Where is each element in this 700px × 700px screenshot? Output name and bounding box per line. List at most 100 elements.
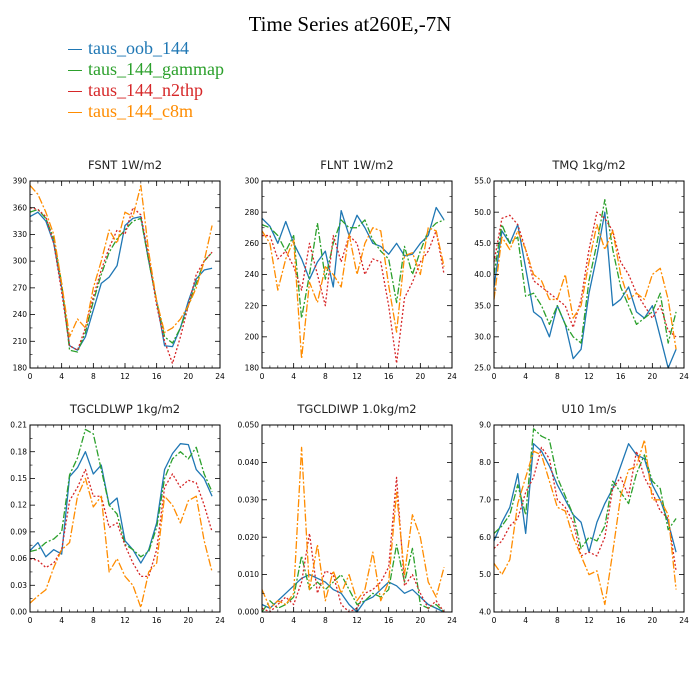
legend-item: taus_144_n2thp xyxy=(68,80,224,101)
x-tick-label: 12 xyxy=(352,616,362,625)
legend-label: taus_144_gammap xyxy=(88,59,224,79)
y-tick-label: 0.020 xyxy=(238,533,260,542)
x-tick-label: 4 xyxy=(59,372,64,381)
series-line xyxy=(493,223,677,350)
series-line xyxy=(261,476,445,613)
x-tick-label: 0 xyxy=(260,616,265,625)
series-line xyxy=(29,208,213,353)
legend-swatch xyxy=(68,91,82,93)
y-tick-label: 0.03 xyxy=(10,581,27,590)
x-tick-label: 12 xyxy=(120,616,130,625)
legend-item: taus_144_gammap xyxy=(68,59,224,80)
y-tick-label: 0.00 xyxy=(10,608,27,617)
panel-title: FSNT 1W/m2 xyxy=(88,158,162,172)
x-tick-label: 24 xyxy=(679,372,689,381)
x-tick-label: 12 xyxy=(120,372,130,381)
chart-panel: FSNT 1W/m2 0 4 8 12 16 20 24 180 210 240 270 300 330 3… xyxy=(13,158,225,381)
series-line xyxy=(29,207,213,365)
series-line xyxy=(493,211,677,338)
series-line xyxy=(261,573,445,613)
chart-title: Time Series at260E,-7N xyxy=(248,12,452,36)
y-tick-label: 300 xyxy=(245,177,260,186)
plot-frame xyxy=(261,424,453,613)
plot-frame xyxy=(261,180,453,369)
y-tick-label: 280 xyxy=(245,208,260,217)
series-line xyxy=(493,211,677,369)
chart-panel: TGCLDIWP 1.0kg/m2 0 4 8 12 16 20 24 0.000 0.010 0.… xyxy=(238,402,457,625)
series-line xyxy=(493,443,677,553)
legend-label: taus_144_n2thp xyxy=(88,80,203,100)
y-tick-label: 0.18 xyxy=(10,447,27,456)
series-line xyxy=(261,446,445,609)
y-tick-label: 260 xyxy=(245,239,260,248)
x-tick-label: 4 xyxy=(523,616,528,625)
x-tick-label: 8 xyxy=(91,372,96,381)
y-tick-label: 55.0 xyxy=(474,177,491,186)
legend-label: taus_144_c8m xyxy=(88,101,193,121)
x-tick-label: 12 xyxy=(584,616,594,625)
y-tick-label: 270 xyxy=(13,283,28,292)
x-tick-label: 20 xyxy=(184,372,194,381)
x-tick-label: 16 xyxy=(384,616,394,625)
y-tick-label: 0.06 xyxy=(10,554,27,563)
y-tick-label: 40.0 xyxy=(474,270,491,279)
series-line xyxy=(261,544,445,613)
y-tick-label: 0.050 xyxy=(238,421,260,430)
x-tick-label: 0 xyxy=(492,372,497,381)
x-tick-label: 20 xyxy=(416,616,426,625)
y-tick-label: 180 xyxy=(13,364,28,373)
legend-swatch xyxy=(68,70,82,72)
y-tick-label: 0.040 xyxy=(238,458,260,467)
y-tick-label: 200 xyxy=(245,332,260,341)
x-tick-label: 24 xyxy=(215,372,225,381)
x-tick-label: 24 xyxy=(215,616,225,625)
y-tick-label: 0.030 xyxy=(238,495,260,504)
series-line xyxy=(493,199,677,344)
legend-item: taus_144_c8m xyxy=(68,101,224,122)
chart-panel: TGCLDLWP 1kg/m2 0 4 8 12 16 20 24 0.00 0.03 0.06 0.… xyxy=(10,402,225,625)
chart-panel: U10 1m/s 0 4 8 12 16 20 24 4.0 5.0 6.0 7.0 8.0 9.0 xyxy=(479,402,689,625)
x-tick-label: 20 xyxy=(648,372,658,381)
x-tick-label: 24 xyxy=(447,616,457,625)
y-tick-label: 0.010 xyxy=(238,570,260,579)
panel-title: FLNT 1W/m2 xyxy=(320,158,393,172)
x-tick-label: 8 xyxy=(555,616,560,625)
y-tick-label: 45.0 xyxy=(474,239,491,248)
x-tick-label: 8 xyxy=(555,372,560,381)
x-tick-label: 8 xyxy=(91,616,96,625)
y-tick-label: 50.0 xyxy=(474,208,491,217)
series-line xyxy=(493,439,677,606)
x-tick-label: 4 xyxy=(291,372,296,381)
y-tick-label: 9.0 xyxy=(479,421,491,430)
series-line xyxy=(29,211,213,351)
x-tick-label: 24 xyxy=(679,616,689,625)
y-tick-label: 0.000 xyxy=(238,608,260,617)
series-line xyxy=(29,184,213,338)
x-tick-label: 4 xyxy=(523,372,528,381)
panel-title: TGCLDIWP 1.0kg/m2 xyxy=(296,402,416,416)
legend-label: taus_oob_144 xyxy=(88,38,189,58)
y-tick-label: 220 xyxy=(245,301,260,310)
panel-title: TMQ 1kg/m2 xyxy=(551,158,625,172)
x-tick-label: 16 xyxy=(384,372,394,381)
x-tick-label: 12 xyxy=(352,372,362,381)
series-line xyxy=(29,477,213,609)
y-tick-label: 300 xyxy=(13,257,28,266)
x-tick-label: 12 xyxy=(584,372,594,381)
y-tick-label: 390 xyxy=(13,177,28,186)
y-tick-label: 0.09 xyxy=(10,527,27,536)
x-tick-label: 24 xyxy=(447,372,457,381)
y-tick-label: 0.21 xyxy=(10,421,27,430)
x-tick-label: 0 xyxy=(28,372,33,381)
x-tick-label: 16 xyxy=(152,372,162,381)
x-tick-label: 20 xyxy=(648,616,658,625)
plot-frame xyxy=(29,180,221,369)
x-tick-label: 4 xyxy=(291,616,296,625)
x-tick-label: 0 xyxy=(28,616,33,625)
y-tick-label: 25.0 xyxy=(474,364,491,373)
y-tick-label: 7.0 xyxy=(479,495,491,504)
x-tick-label: 0 xyxy=(260,372,265,381)
x-tick-label: 8 xyxy=(323,372,328,381)
panel-title: TGCLDLWP 1kg/m2 xyxy=(69,402,180,416)
